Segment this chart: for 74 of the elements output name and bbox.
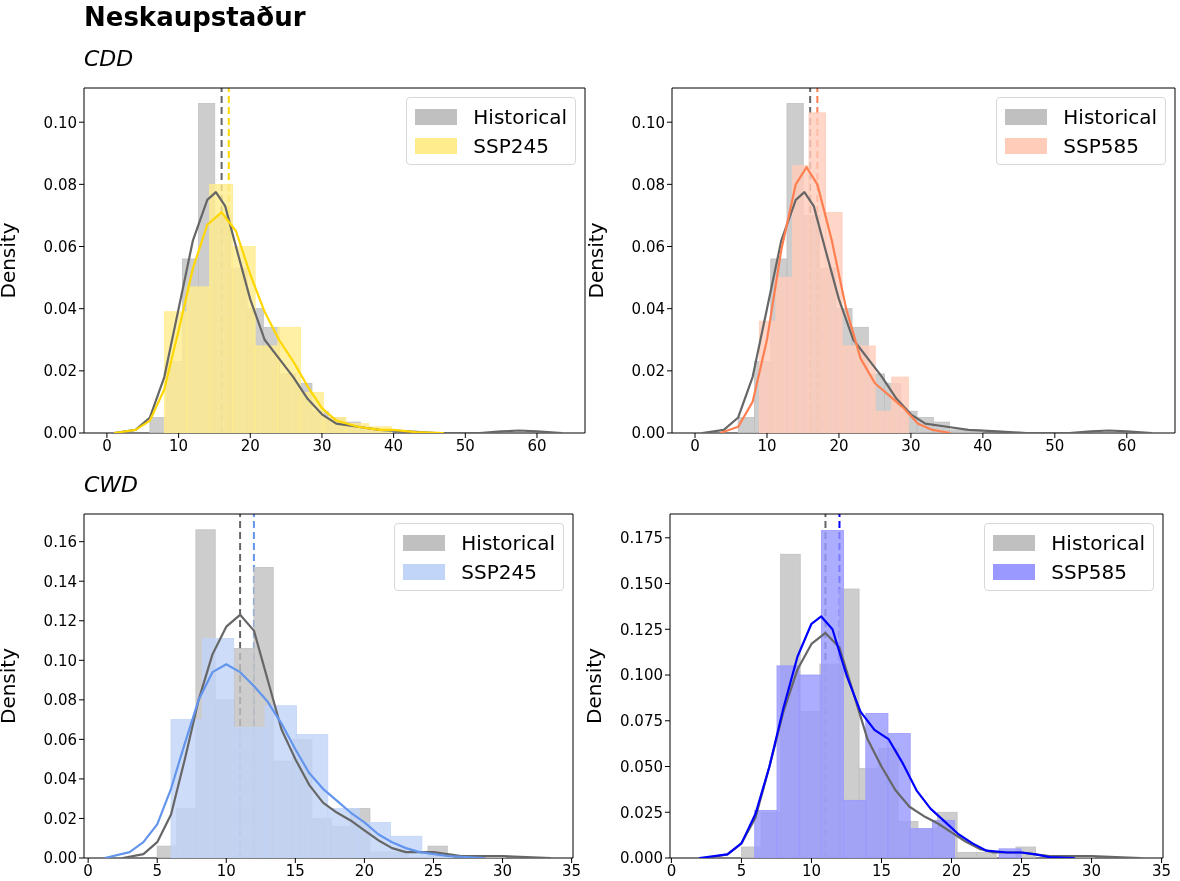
y-tick-label: 0.125 bbox=[620, 620, 663, 639]
x-tick-label: 0 bbox=[666, 861, 677, 880]
x-tick-label: 0 bbox=[690, 436, 700, 455]
x-tick-label: 5 bbox=[736, 861, 747, 880]
y-tick-label: 0.12 bbox=[43, 612, 77, 631]
x-tick-label: 0 bbox=[83, 861, 93, 880]
y-tick-label: 0.02 bbox=[631, 362, 665, 381]
chart-subtitle: CWD bbox=[84, 472, 139, 497]
y-tick-label: 0.100 bbox=[620, 666, 663, 685]
x-tick-label: 30 bbox=[312, 436, 332, 455]
y-tick-label: 0.16 bbox=[43, 533, 77, 551]
x-tick-label: 20 bbox=[829, 436, 849, 455]
y-axis-title: Density bbox=[584, 222, 609, 299]
x-tick-label: 20 bbox=[941, 861, 962, 880]
y-tick-label: 0.08 bbox=[631, 175, 665, 194]
x-tick-label: 25 bbox=[423, 861, 444, 880]
legend-label: Historical bbox=[461, 530, 555, 555]
y-tick-label: 0.000 bbox=[620, 849, 663, 868]
y-tick-label: 0.050 bbox=[620, 757, 663, 776]
x-tick-label: 15 bbox=[285, 861, 305, 880]
y-tick-label: 0.00 bbox=[43, 424, 77, 443]
x-tick-label: 30 bbox=[901, 436, 921, 455]
x-tick-label: 25 bbox=[1012, 861, 1032, 880]
legend-label: SSP585 bbox=[1051, 559, 1127, 584]
x-tick-label: 30 bbox=[1082, 861, 1102, 880]
legend-label: Historical bbox=[1063, 104, 1157, 129]
x-tick-label: 50 bbox=[455, 436, 475, 455]
x-tick-label: 20 bbox=[354, 861, 374, 880]
y-axis-title: Density bbox=[582, 647, 607, 725]
y-tick-label: 0.175 bbox=[620, 529, 663, 548]
y-tick-label: 0.04 bbox=[43, 300, 77, 318]
x-tick-label: 35 bbox=[562, 861, 582, 880]
y-tick-label: 0.04 bbox=[631, 300, 665, 318]
x-tick-label: 10 bbox=[801, 861, 821, 880]
legend-label: Historical bbox=[1051, 530, 1145, 555]
x-tick-label: 40 bbox=[973, 436, 993, 455]
y-tick-label: 0.10 bbox=[43, 651, 77, 670]
x-tick-label: 10 bbox=[757, 436, 777, 455]
y-tick-label: 0.14 bbox=[43, 572, 77, 591]
y-tick-label: 0.075 bbox=[620, 712, 663, 731]
x-tick-label: 20 bbox=[240, 436, 260, 455]
x-tick-label: 0 bbox=[102, 436, 112, 455]
legend-label: SSP245 bbox=[473, 133, 549, 158]
y-tick-label: 0.00 bbox=[631, 424, 665, 443]
chart-subtitle: CDD bbox=[84, 46, 134, 71]
chart-title: Neskaupstaður bbox=[84, 2, 306, 32]
y-tick-label: 0.04 bbox=[43, 770, 77, 789]
y-tick-label: 0.06 bbox=[43, 237, 77, 256]
y-tick-label: 0.00 bbox=[43, 849, 77, 868]
y-tick-label: 0.025 bbox=[620, 803, 663, 822]
legend-label: Historical bbox=[473, 104, 567, 129]
y-tick-label: 0.10 bbox=[43, 113, 77, 132]
x-tick-label: 10 bbox=[216, 861, 236, 880]
x-tick-label: 35 bbox=[1152, 861, 1172, 880]
x-tick-label: 60 bbox=[1117, 436, 1137, 455]
x-tick-label: 5 bbox=[152, 861, 162, 880]
legend-label: SSP585 bbox=[1063, 133, 1139, 158]
x-tick-label: 60 bbox=[527, 436, 547, 455]
y-axis-title: Density bbox=[0, 647, 21, 725]
x-tick-label: 30 bbox=[493, 861, 513, 880]
x-tick-label: 40 bbox=[384, 436, 404, 455]
y-tick-label: 0.150 bbox=[620, 574, 663, 593]
y-tick-label: 0.08 bbox=[43, 175, 77, 194]
y-tick-label: 0.02 bbox=[43, 362, 77, 381]
y-tick-label: 0.06 bbox=[43, 730, 77, 749]
x-tick-label: 15 bbox=[871, 861, 892, 880]
y-tick-label: 0.06 bbox=[631, 237, 665, 256]
y-tick-label: 0.02 bbox=[43, 809, 77, 828]
x-tick-label: 50 bbox=[1045, 436, 1065, 455]
y-tick-label: 0.08 bbox=[43, 691, 77, 710]
x-tick-label: 10 bbox=[169, 436, 189, 455]
y-axis-title: Density bbox=[0, 222, 21, 299]
legend-label: SSP245 bbox=[461, 559, 537, 584]
y-tick-label: 0.10 bbox=[631, 113, 665, 132]
